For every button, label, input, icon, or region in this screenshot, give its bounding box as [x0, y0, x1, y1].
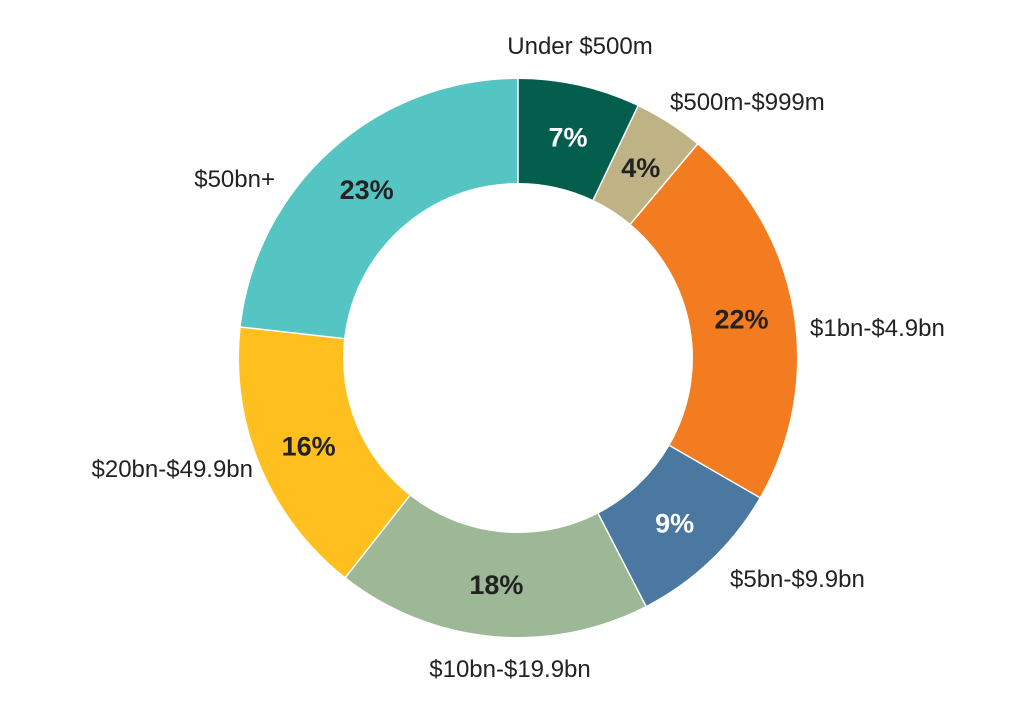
donut-slice-6: [240, 78, 519, 339]
donut-slice-2: [630, 144, 798, 498]
slice-separator: [239, 326, 345, 340]
slice-separator: [592, 104, 640, 201]
slice-value-label: 18%: [469, 570, 523, 600]
slice-category-label: $1bn-$4.9bn: [810, 315, 945, 342]
slice-value-label: 4%: [621, 153, 660, 183]
slice-separator: [344, 495, 411, 579]
slice-value-label: 22%: [715, 305, 769, 335]
slice-category-label: $10bn-$19.9bn: [429, 656, 590, 683]
slice-value-label: 7%: [548, 123, 587, 153]
donut-slice-1: [593, 106, 698, 224]
slice-separator: [629, 143, 699, 225]
slice-value-label: 16%: [282, 432, 336, 462]
donut-slice-0: [518, 79, 638, 200]
slice-value-label: 23%: [340, 175, 394, 205]
slice-separator: [597, 513, 647, 608]
slice-value-label: 9%: [655, 508, 694, 538]
slice-category-label: $5bn-$9.9bn: [730, 566, 865, 593]
slice-category-label: $500m-$999m: [670, 89, 825, 116]
slice-category-label: $50bn+: [194, 166, 275, 193]
slice-category-label: Under $500m: [507, 33, 652, 60]
donut-slice-4: [345, 495, 646, 637]
donut-slice-5: [238, 327, 410, 578]
donut-slice-3: [598, 445, 760, 606]
slice-category-label: $20bn-$49.9bn: [92, 456, 253, 483]
slice-separator: [669, 444, 761, 499]
